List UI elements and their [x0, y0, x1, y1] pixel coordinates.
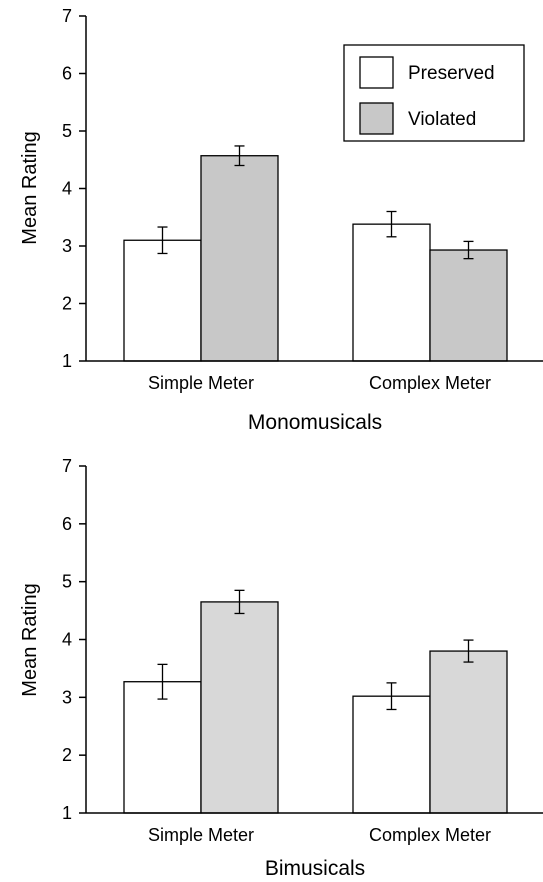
bar-violated-2 — [429, 650, 508, 814]
category-label-1: Simple Meter — [148, 825, 254, 845]
legend-swatch-violated — [359, 102, 394, 135]
y-tick-label-2: 2 — [62, 745, 72, 765]
chart-panel-1: 1 2 3 4 5 6 7 Mean Rating Simple Meter Complex Me… — [19, 6, 543, 434]
bar-preserved-1 — [123, 239, 202, 362]
y-tick-label-5: 5 — [62, 121, 72, 141]
legend: Preserved Violated — [343, 44, 525, 142]
y-tick-label-5: 5 — [62, 572, 72, 592]
bar-preserved-1 — [123, 681, 202, 814]
y-axis-label: Mean Rating — [19, 583, 41, 696]
y-tick-label-6: 6 — [62, 514, 72, 534]
legend-label-preserved: Preserved — [408, 63, 495, 84]
bar-violated-1 — [200, 601, 279, 814]
y-tick-label-4: 4 — [62, 630, 72, 650]
bar-violated-1 — [200, 155, 279, 362]
y-tick-label-2: 2 — [62, 294, 72, 314]
category-label-2: Complex Meter — [369, 825, 491, 845]
panel-title: Monomusicals — [248, 411, 382, 434]
y-axis-label: Mean Rating — [19, 131, 41, 244]
y-tick-label-3: 3 — [62, 687, 72, 707]
y-tick-label-7: 7 — [62, 456, 72, 476]
y-tick-label-6: 6 — [62, 64, 72, 84]
y-tick-label-4: 4 — [62, 179, 72, 199]
y-tick-label-7: 7 — [62, 6, 72, 26]
y-tick-label-3: 3 — [62, 236, 72, 256]
category-label-1: Simple Meter — [148, 373, 254, 393]
legend-label-violated: Violated — [408, 109, 476, 130]
legend-swatch-preserved — [359, 56, 394, 89]
bar-violated-2 — [429, 249, 508, 362]
y-tick-label-1: 1 — [62, 803, 72, 823]
bar-preserved-2 — [352, 223, 431, 362]
category-label-2: Complex Meter — [369, 373, 491, 393]
chart-panel-2: 1 2 3 4 5 6 7 Mean Rating Simple Meter Complex Me… — [19, 456, 543, 880]
panel-title: Bimusicals — [265, 857, 365, 880]
y-tick-label-1: 1 — [62, 351, 72, 371]
bar-preserved-2 — [352, 695, 431, 814]
